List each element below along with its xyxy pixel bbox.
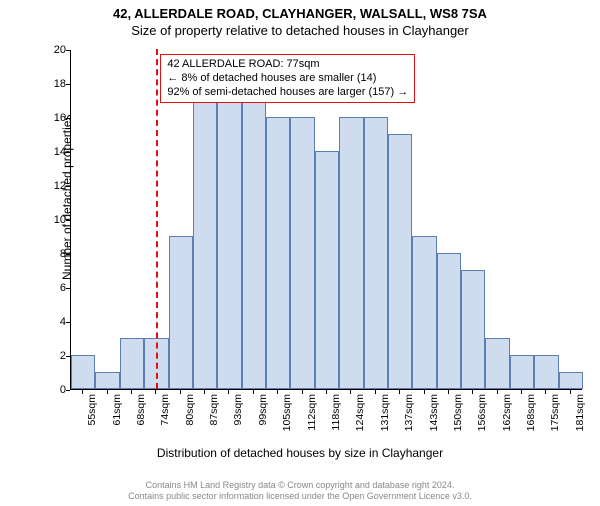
x-tick-mark (253, 390, 254, 394)
address-title: 42, ALLERDALE ROAD, CLAYHANGER, WALSALL,… (0, 6, 600, 21)
x-tick-mark (350, 390, 351, 394)
histogram-bar (364, 117, 388, 389)
annotation-line: ← 8% of detached houses are smaller (14) (167, 72, 408, 86)
chart-area: Number of detached properties 42 ALLERDA… (42, 50, 582, 430)
histogram-bar (266, 117, 290, 389)
x-tick-mark (424, 390, 425, 394)
x-tick-mark (521, 390, 522, 394)
x-tick-label: 61sqm (111, 394, 123, 426)
histogram-bar (95, 372, 119, 389)
x-tick-label: 74sqm (159, 394, 171, 426)
y-tick-label: 16 (44, 112, 66, 124)
y-tick-mark (66, 84, 70, 85)
footer-attribution: Contains HM Land Registry data © Crown c… (0, 480, 600, 502)
y-tick-label: 18 (44, 78, 66, 90)
x-tick-label: 131sqm (379, 394, 391, 431)
y-tick-mark (66, 186, 70, 187)
x-tick-label: 150sqm (452, 394, 464, 431)
histogram-bar (437, 253, 461, 389)
y-tick-mark (66, 50, 70, 51)
histogram-bar (242, 83, 266, 389)
x-tick-mark (155, 390, 156, 394)
x-tick-label: 87sqm (208, 394, 220, 426)
x-tick-mark (399, 390, 400, 394)
y-tick-label: 14 (44, 146, 66, 158)
x-tick-mark (545, 390, 546, 394)
footer-line-1: Contains HM Land Registry data © Crown c… (0, 480, 600, 491)
histogram-bar (169, 236, 193, 389)
x-tick-label: 93sqm (232, 394, 244, 426)
x-tick-label: 99sqm (257, 394, 269, 426)
chart-subtitle: Size of property relative to detached ho… (0, 23, 600, 38)
x-tick-mark (448, 390, 449, 394)
x-tick-label: 162sqm (501, 394, 513, 431)
histogram-bar (193, 83, 217, 389)
histogram-bar (412, 236, 436, 389)
x-tick-mark (131, 390, 132, 394)
histogram-bar (559, 372, 583, 389)
histogram-bar (534, 355, 558, 389)
x-tick-mark (472, 390, 473, 394)
x-tick-label: 80sqm (184, 394, 196, 426)
y-tick-label: 0 (44, 384, 66, 396)
x-tick-mark (326, 390, 327, 394)
y-tick-mark (66, 356, 70, 357)
x-tick-label: 137sqm (403, 394, 415, 431)
x-tick-mark (277, 390, 278, 394)
y-tick-mark (66, 152, 70, 153)
histogram-bar (290, 117, 314, 389)
x-tick-mark (107, 390, 108, 394)
y-tick-mark (66, 220, 70, 221)
y-tick-label: 8 (44, 248, 66, 260)
histogram-bar (217, 100, 241, 389)
histogram-bar (120, 338, 144, 389)
histogram-bar (71, 355, 95, 389)
x-tick-mark (204, 390, 205, 394)
y-tick-mark (66, 118, 70, 119)
histogram-bar (485, 338, 509, 389)
y-tick-label: 12 (44, 180, 66, 192)
x-tick-mark (82, 390, 83, 394)
reference-line (156, 49, 158, 389)
x-tick-label: 68sqm (135, 394, 147, 426)
x-tick-mark (497, 390, 498, 394)
x-tick-mark (302, 390, 303, 394)
y-tick-label: 4 (44, 316, 66, 328)
x-tick-label: 175sqm (549, 394, 561, 431)
x-tick-label: 168sqm (525, 394, 537, 431)
y-tick-mark (66, 254, 70, 255)
histogram-bar (388, 134, 412, 389)
x-tick-label: 55sqm (86, 394, 98, 426)
x-tick-mark (570, 390, 571, 394)
x-tick-mark (180, 390, 181, 394)
y-tick-mark (66, 322, 70, 323)
x-tick-mark (375, 390, 376, 394)
y-tick-label: 20 (44, 44, 66, 56)
footer-line-2: Contains public sector information licen… (0, 491, 600, 502)
histogram-bar (315, 151, 339, 389)
histogram-bar (339, 117, 363, 389)
annotation-line: 42 ALLERDALE ROAD: 77sqm (167, 58, 408, 72)
x-tick-mark (228, 390, 229, 394)
histogram-bar (510, 355, 534, 389)
plot-region: 42 ALLERDALE ROAD: 77sqm← 8% of detached… (70, 50, 582, 390)
annotation-box: 42 ALLERDALE ROAD: 77sqm← 8% of detached… (160, 54, 415, 103)
histogram-bar (461, 270, 485, 389)
y-tick-label: 2 (44, 350, 66, 362)
x-tick-label: 105sqm (281, 394, 293, 431)
x-tick-label: 124sqm (354, 394, 366, 431)
x-tick-label: 156sqm (476, 394, 488, 431)
x-tick-label: 181sqm (574, 394, 586, 431)
x-tick-label: 112sqm (306, 394, 318, 431)
y-tick-mark (66, 288, 70, 289)
x-tick-label: 118sqm (330, 394, 342, 431)
x-tick-label: 143sqm (428, 394, 440, 431)
y-tick-label: 10 (44, 214, 66, 226)
annotation-line: 92% of semi-detached houses are larger (… (167, 86, 408, 100)
y-tick-label: 6 (44, 282, 66, 294)
x-axis-label: Distribution of detached houses by size … (0, 446, 600, 460)
y-tick-mark (66, 390, 70, 391)
